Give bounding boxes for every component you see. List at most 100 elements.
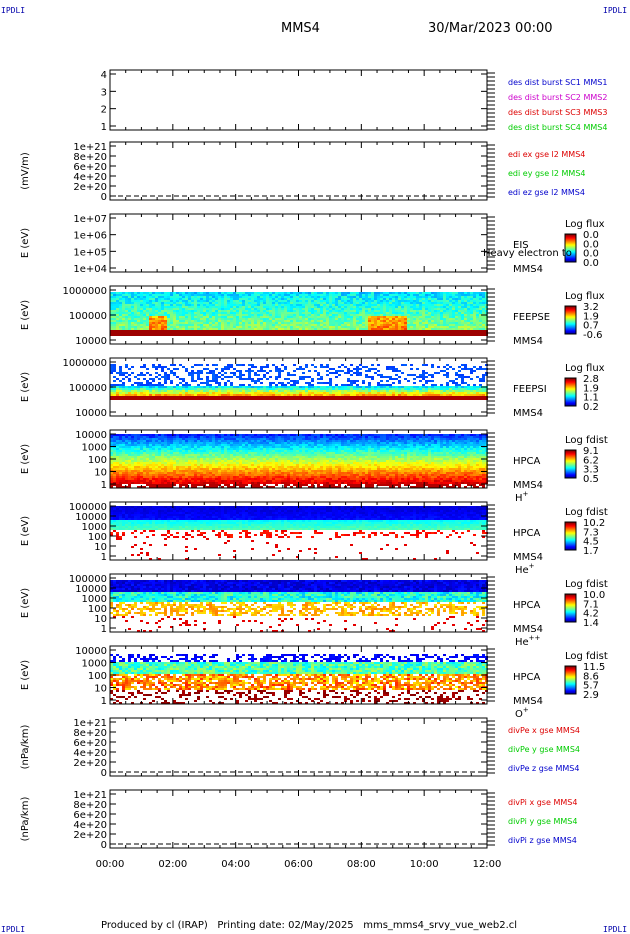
- spectrogram-cell: [452, 434, 455, 436]
- spectrogram-cell: [203, 322, 206, 324]
- spectrogram-cell: [449, 320, 452, 322]
- spectrogram-cell: [206, 372, 209, 374]
- spectrogram-cell: [197, 334, 200, 336]
- spectrogram-cell: [353, 312, 356, 314]
- spectrogram-cell: [188, 436, 191, 438]
- spectrogram-cell: [176, 386, 179, 388]
- spectrogram-cell: [203, 438, 206, 440]
- spectrogram-cell: [125, 322, 128, 324]
- spectrogram-cell: [218, 334, 221, 336]
- spectrogram-cell: [452, 316, 455, 318]
- spectrogram-cell: [383, 396, 386, 398]
- spectrogram-cell: [200, 364, 203, 366]
- spectrogram-cell: [269, 334, 272, 336]
- spectrogram-cell: [401, 390, 404, 392]
- spectrogram-cell: [284, 396, 287, 398]
- spectrogram-cell: [401, 436, 404, 438]
- spectrogram-cell: [278, 390, 281, 392]
- spectrogram-cell: [173, 306, 176, 308]
- spectrogram-cell: [137, 308, 140, 310]
- spectrogram-cell: [248, 390, 251, 392]
- spectrogram-cell: [449, 312, 452, 314]
- spectrogram-cell: [224, 306, 227, 308]
- spectrogram-cell: [446, 304, 449, 306]
- spectrogram-cell: [170, 382, 173, 384]
- spectrogram-cell: [434, 328, 437, 330]
- spectrogram-cell: [434, 332, 437, 334]
- spectrogram-cell: [425, 364, 428, 366]
- spectrogram-cell: [155, 436, 158, 438]
- spectrogram-cell: [176, 332, 179, 334]
- spectrogram-cell: [272, 308, 275, 310]
- spectrogram-cell: [290, 294, 293, 296]
- spectrogram-cell: [161, 334, 164, 336]
- spectrogram-cell: [419, 292, 422, 294]
- spectrogram-cell: [380, 392, 383, 394]
- spectrogram-cell: [455, 386, 458, 388]
- spectrogram-cell: [461, 328, 464, 330]
- spectrogram-cell: [161, 394, 164, 396]
- spectrogram-cell: [188, 300, 191, 302]
- spectrogram-cell: [203, 436, 206, 438]
- spectrogram-cell: [254, 322, 257, 324]
- spectrogram-cell: [116, 334, 119, 336]
- spectrogram-cell: [329, 292, 332, 294]
- spectrogram-cell: [347, 318, 350, 320]
- spectrogram-cell: [389, 318, 392, 320]
- spectrogram-cell: [188, 318, 191, 320]
- spectrogram-cell: [407, 332, 410, 334]
- spectrogram-cell: [407, 394, 410, 396]
- spectrogram-cell: [329, 322, 332, 324]
- spectrogram-cell: [257, 322, 260, 324]
- spectrogram-cell: [155, 302, 158, 304]
- spectrogram-cell: [152, 438, 155, 440]
- spectrogram-cell: [284, 368, 287, 370]
- spectrogram-cell: [338, 306, 341, 308]
- spectrogram-cell: [302, 326, 305, 328]
- spectrogram-cell: [467, 332, 470, 334]
- spectrogram-cell: [398, 306, 401, 308]
- spectrogram-cell: [110, 326, 113, 328]
- spectrogram-cell: [359, 292, 362, 294]
- spectrogram-cell: [179, 322, 182, 324]
- spectrogram-cell: [296, 298, 299, 300]
- spectrogram-cell: [215, 314, 218, 316]
- spectrogram-cell: [134, 386, 137, 388]
- spectrogram-cell: [155, 318, 158, 320]
- spectrogram-cell: [332, 316, 335, 318]
- spectrogram-cell: [386, 366, 389, 368]
- spectrogram-cell: [224, 294, 227, 296]
- spectrogram-cell: [326, 294, 329, 296]
- spectrogram-cell: [122, 294, 125, 296]
- spectrogram-cell: [455, 296, 458, 298]
- spectrogram-cell: [455, 326, 458, 328]
- spectrogram-cell: [308, 314, 311, 316]
- spectrogram-cell: [185, 314, 188, 316]
- spectrogram-cell: [482, 294, 485, 296]
- spectrogram-cell: [302, 398, 305, 400]
- spectrogram-cell: [170, 392, 173, 394]
- spectrogram-cell: [182, 366, 185, 368]
- spectrogram-cell: [191, 378, 194, 380]
- spectrogram-cell: [200, 310, 203, 312]
- spectrogram-cell: [152, 380, 155, 382]
- spectrogram-cell: [113, 298, 116, 300]
- spectrogram-cell: [365, 298, 368, 300]
- spectrogram-cell: [167, 392, 170, 394]
- spectrogram-cell: [428, 318, 431, 320]
- spectrogram-cell: [140, 382, 143, 384]
- spectrogram-cell: [344, 308, 347, 310]
- spectrogram-cell: [356, 292, 359, 294]
- spectrogram-cell: [443, 392, 446, 394]
- spectrogram-cell: [377, 398, 380, 400]
- spectrogram-cell: [266, 390, 269, 392]
- spectrogram-cell: [149, 330, 152, 332]
- spectrogram-cell: [197, 372, 200, 374]
- spectrogram-cell: [164, 304, 167, 306]
- spectrogram-cell: [170, 390, 173, 392]
- spectrogram-cell: [299, 436, 302, 438]
- spectrogram-cell: [266, 388, 269, 390]
- spectrogram-cell: [143, 396, 146, 398]
- spectrogram-cell: [332, 308, 335, 310]
- spectrogram-cell: [191, 434, 194, 436]
